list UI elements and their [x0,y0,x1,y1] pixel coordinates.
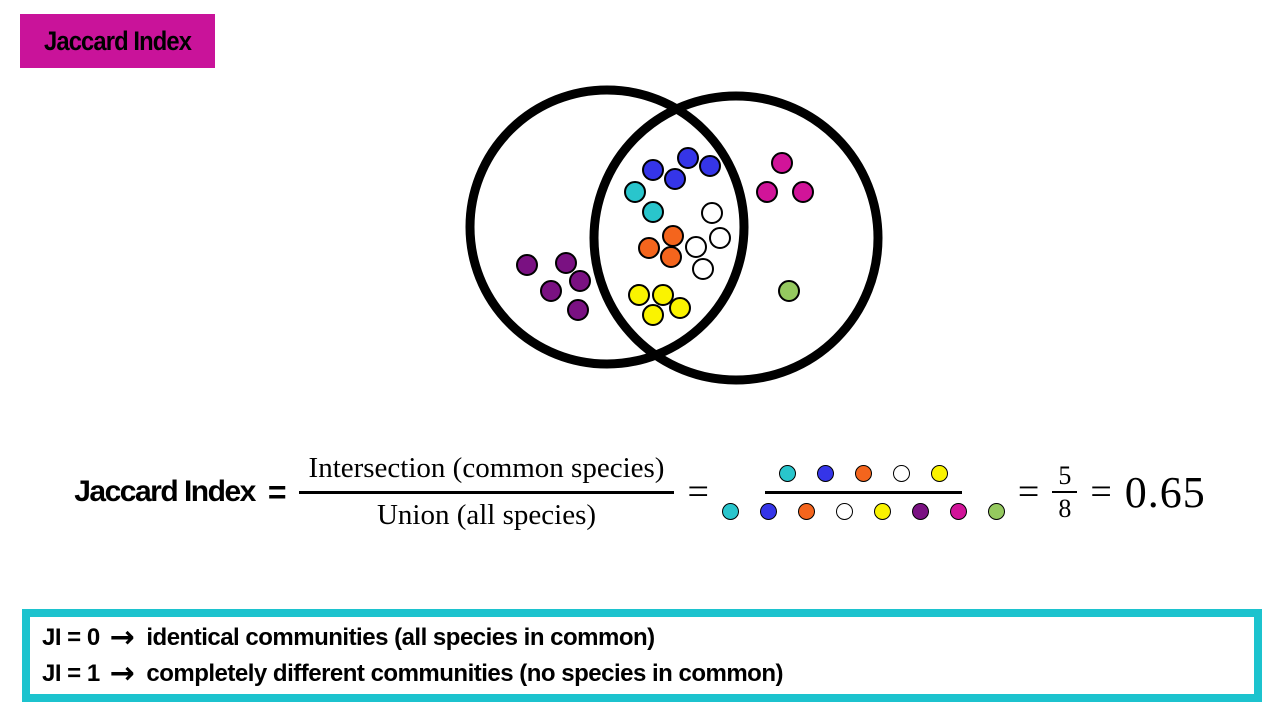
species-dot-cyan [642,201,664,223]
all-species-dots [721,494,1005,520]
formula-label: Jaccard Index [74,475,256,508]
venn-diagram [465,85,883,385]
species-dot-white [892,464,910,482]
species-dot-blue [759,502,777,520]
species-dot-green [778,280,800,302]
species-dot-purple [555,252,577,274]
species-dot-white [835,502,853,520]
ji1-description: completely different communities (no spe… [146,659,783,687]
species-dot-magenta [771,152,793,174]
fraction-numerator: Intersection (common species) [298,452,675,494]
species-dot-blue [642,159,664,181]
right-arrow-icon: → [109,655,135,691]
species-dot-green [987,502,1005,520]
species-dot-white [701,202,723,224]
species-dot-orange [638,237,660,259]
species-dot-blue [664,168,686,190]
species-dot-yellow [628,284,650,306]
species-dot-magenta [949,502,967,520]
species-dot-magenta [792,181,814,203]
equals-sign: = [1017,471,1040,513]
ji0-label: JI = 0 [42,623,100,651]
species-dot-purple [567,299,589,321]
species-dots-group [516,147,814,326]
page-title: Jaccard Index [44,25,192,56]
equals-sign: = [267,473,287,510]
species-dot-white [692,258,714,280]
species-dot-yellow [930,464,948,482]
number-fraction: 5 8 [1052,461,1078,523]
species-dot-purple [516,254,538,276]
right-arrow-icon: → [109,619,135,655]
species-dot-yellow [873,502,891,520]
species-dot-orange [662,225,684,247]
species-dot-orange [854,464,872,482]
community-2-circle [589,91,883,385]
species-dot-white [709,227,731,249]
ji1-label: JI = 1 [42,659,100,687]
species-dot-white [685,236,707,258]
species-dot-blue [699,155,721,177]
result-value: 0.65 [1124,467,1206,517]
species-dot-yellow [652,284,674,306]
species-dot-cyan [624,181,646,203]
numerator-value: 5 [1052,461,1078,493]
species-dot-blue [816,464,834,482]
species-dot-purple [569,270,591,292]
jaccard-formula: Jaccard Index = Intersection (common spe… [0,440,1280,544]
legend-line-ji0: JI = 0 → identical communities (all spec… [42,621,1242,655]
species-dot-yellow [669,297,691,319]
legend-line-ji1: JI = 1 → completely different communitie… [42,657,1242,691]
species-dot-orange [797,502,815,520]
equals-sign: = [687,471,709,513]
species-dot-cyan [721,502,739,520]
community-1-circle [465,85,749,369]
species-dot-blue [677,147,699,169]
equals-sign: = [1090,471,1112,513]
dots-fraction [721,464,1005,520]
title-badge: Jaccard Index [20,14,216,68]
species-dot-orange [660,246,682,268]
species-dot-magenta [756,181,778,203]
species-dot-yellow [642,304,664,326]
common-species-dots [764,464,962,494]
ji0-description: identical communities (all species in co… [146,623,655,651]
species-dot-purple [540,280,562,302]
species-dot-cyan [778,464,796,482]
denominator-value: 8 [1058,494,1072,523]
text-fraction: Intersection (common species) Union (all… [298,452,675,532]
species-dot-purple [911,502,929,520]
interpretation-box: JI = 0 → identical communities (all spec… [22,609,1262,702]
fraction-denominator: Union (all species) [376,498,597,531]
